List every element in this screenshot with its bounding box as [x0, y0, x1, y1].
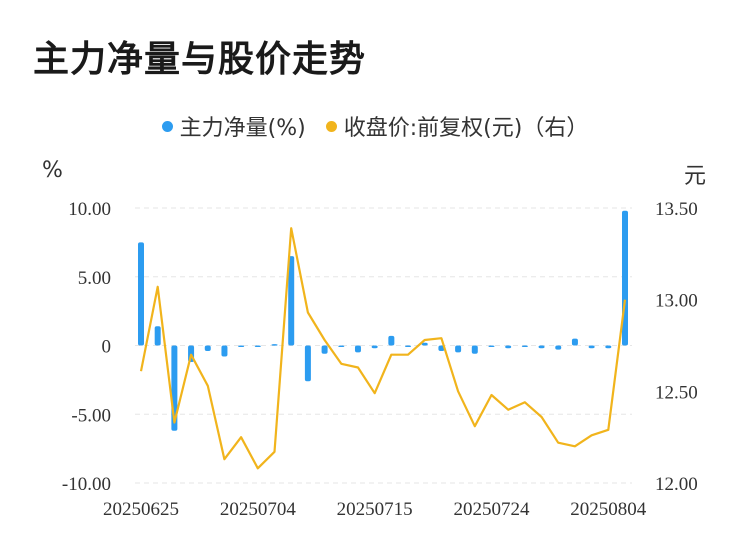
x-tick-label: 20250724 — [453, 499, 530, 520]
bar — [488, 345, 495, 347]
bar — [555, 345, 562, 350]
bar — [521, 345, 528, 347]
right-tick-label: 13.50 — [655, 199, 698, 220]
right-tick-label: 12.00 — [655, 474, 698, 495]
bar — [338, 345, 345, 347]
legend-label-net-volume: 主力净量(%) — [179, 116, 306, 141]
left-tick-label: 0 — [102, 337, 112, 358]
bar — [605, 345, 612, 349]
bar — [622, 210, 628, 346]
x-tick-label: 20250625 — [103, 499, 179, 520]
bar — [271, 344, 278, 346]
bar — [505, 345, 512, 349]
left-tick-label: -10.00 — [62, 474, 111, 495]
bar — [421, 342, 428, 346]
bar — [405, 345, 412, 347]
left-axis-unit: % — [42, 158, 63, 183]
bar — [538, 345, 545, 349]
bar — [438, 345, 445, 351]
legend-item-net-volume[interactable]: 主力净量(%) — [161, 110, 306, 142]
bar — [471, 345, 478, 354]
bar — [204, 345, 211, 351]
bar — [304, 345, 311, 382]
bar — [321, 345, 328, 354]
legend-label-close-price: 收盘价:前复权(元)（右） — [343, 116, 589, 141]
legend-dot-close-price — [325, 120, 337, 132]
bar — [238, 345, 245, 347]
left-tick-label: 5.00 — [78, 268, 111, 289]
price-line — [139, 227, 627, 470]
bar — [588, 345, 595, 349]
x-tick-label: 20250704 — [220, 499, 297, 520]
right-axis-unit: 元 — [684, 164, 707, 189]
right-tick-label: 13.00 — [655, 291, 698, 312]
left-tick-label: -5.00 — [71, 405, 111, 426]
legend-dot-net-volume — [161, 120, 173, 132]
bar — [354, 345, 361, 353]
bar — [288, 256, 295, 346]
bar — [154, 326, 161, 346]
x-tick-label: 20250715 — [337, 499, 413, 520]
legend: 主力净量(%) 收盘价:前复权(元)（右） — [0, 110, 750, 142]
legend-item-close-price[interactable]: 收盘价:前复权(元)（右） — [325, 110, 589, 142]
left-tick-label: 10.00 — [68, 199, 111, 220]
right-tick-label: 12.50 — [655, 382, 698, 403]
bar — [455, 345, 462, 353]
bar — [571, 338, 578, 346]
chart-title: 主力净量与股价走势 — [33, 39, 367, 80]
bar — [254, 345, 261, 347]
x-tick-label: 20250804 — [570, 499, 647, 520]
bar — [221, 345, 228, 357]
bar — [388, 335, 395, 346]
bar — [138, 242, 144, 346]
bar — [371, 345, 378, 349]
